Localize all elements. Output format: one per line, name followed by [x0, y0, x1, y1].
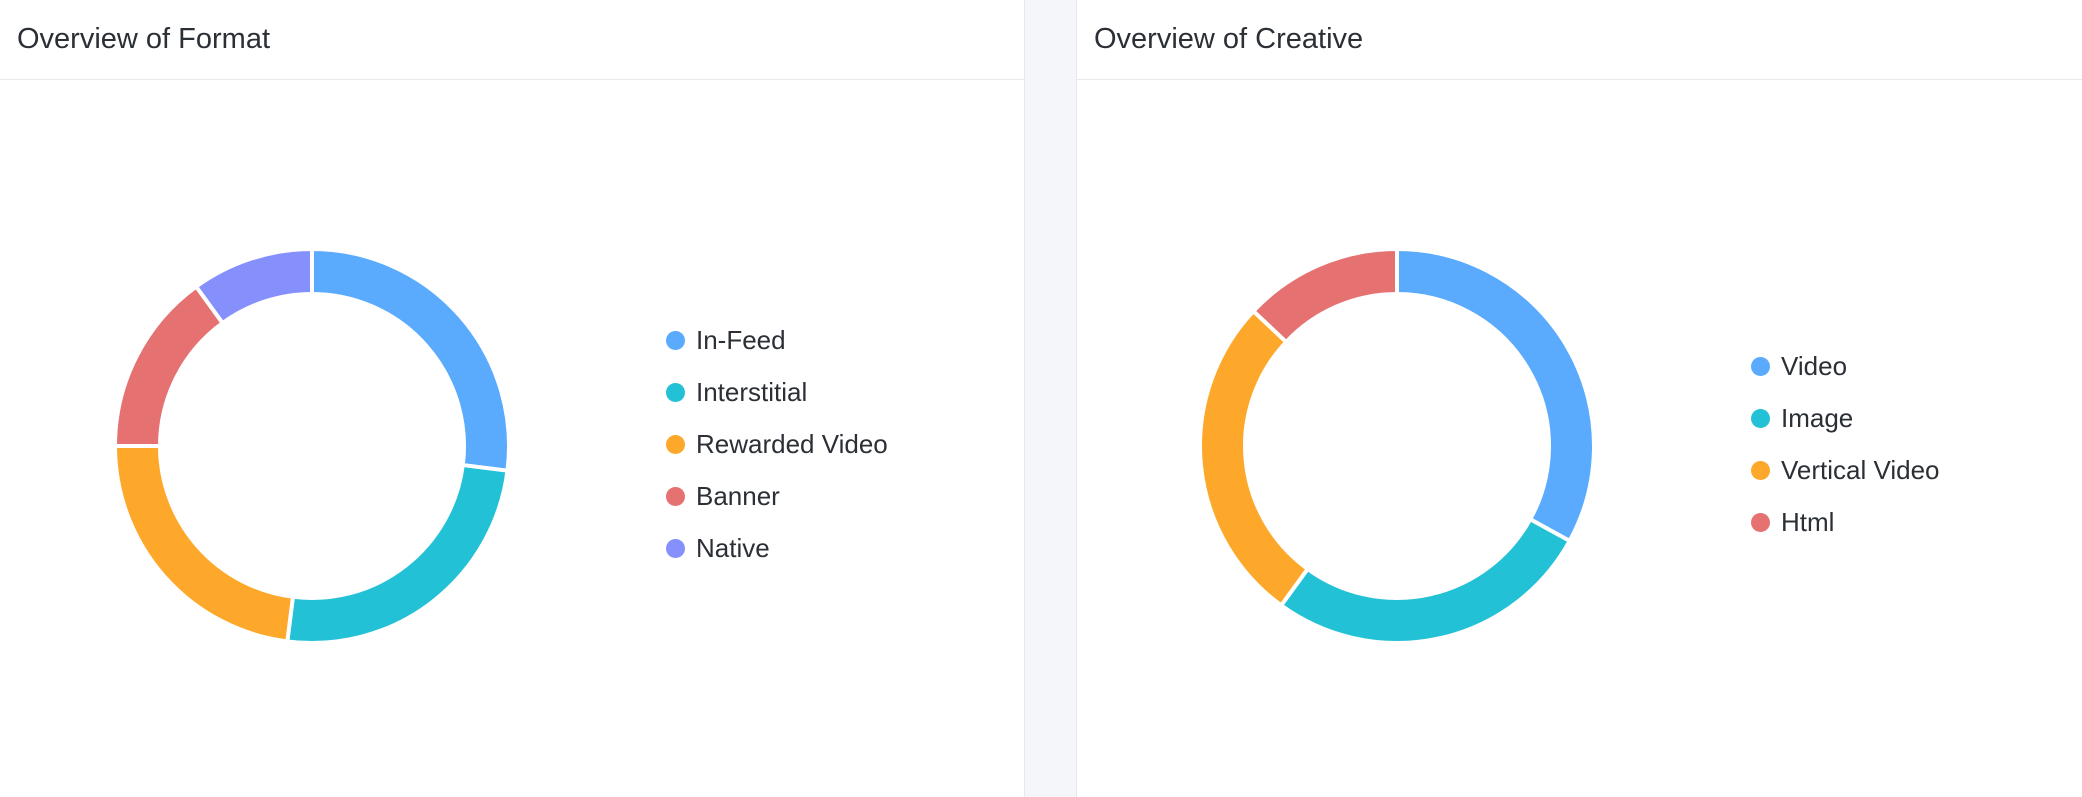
legend-label: Video: [1781, 350, 1848, 381]
legend-marker: [666, 538, 685, 558]
creative-chart-title: Overview of Creative: [1094, 23, 1364, 55]
slice-in-feed[interactable]: [310, 246, 511, 473]
slice-banner[interactable]: [112, 283, 226, 448]
legend-label: Image: [1781, 402, 1854, 433]
slice-native[interactable]: [193, 246, 314, 326]
slice-interstitial[interactable]: [285, 462, 510, 645]
legend-item-image[interactable]: Image: [1751, 392, 1940, 444]
legend-marker: [1751, 408, 1770, 428]
legend-marker: [1751, 512, 1770, 532]
format-panel: Overview of Format In-Feed Interstitial Re…: [0, 0, 1025, 797]
creative-panel: Overview of Creative Video Image Vertical …: [1076, 0, 2082, 797]
format-legend: In-Feed Interstitial Rewarded Video Banner N…: [666, 314, 888, 574]
legend-label: In-Feed: [696, 324, 786, 355]
legend-label: Html: [1781, 506, 1835, 537]
creative-panel-header: Overview of Creative: [1077, 0, 2082, 80]
legend-item-rewarded-video[interactable]: Rewarded Video: [666, 418, 888, 470]
legend-item-native[interactable]: Native: [666, 522, 888, 574]
legend-marker: [666, 434, 685, 454]
legend-marker: [1751, 356, 1770, 376]
format-donut-chart: [112, 246, 511, 645]
slice-vertical-video[interactable]: [1198, 308, 1311, 609]
format-chart-title: Overview of Format: [17, 23, 270, 55]
slice-rewarded-video[interactable]: [112, 444, 296, 644]
legend-label: Rewarded Video: [696, 428, 888, 459]
legend-label: Native: [696, 532, 770, 563]
legend-item-banner[interactable]: Banner: [666, 470, 888, 522]
legend-label: Banner: [696, 480, 780, 511]
legend-item-html[interactable]: Html: [1751, 496, 1940, 548]
slice-image[interactable]: [1278, 516, 1573, 645]
creative-donut-chart: [1198, 246, 1596, 645]
legend-marker: [666, 486, 685, 506]
legend-marker: [666, 330, 685, 350]
legend-label: Interstitial: [696, 376, 808, 407]
legend-item-interstitial[interactable]: Interstitial: [666, 366, 888, 418]
legend-label: Vertical Video: [1781, 454, 1940, 485]
legend-marker: [666, 382, 685, 402]
format-panel-header: Overview of Format: [0, 0, 1024, 80]
legend-item-vertical-video[interactable]: Vertical Video: [1751, 444, 1940, 496]
legend-item-video[interactable]: Video: [1751, 340, 1940, 392]
creative-legend: Video Image Vertical Video Html: [1751, 340, 1940, 548]
slice-html[interactable]: [1250, 246, 1399, 345]
legend-item-in-feed[interactable]: In-Feed: [666, 314, 888, 366]
legend-marker: [1751, 460, 1770, 480]
slice-video[interactable]: [1395, 246, 1596, 544]
